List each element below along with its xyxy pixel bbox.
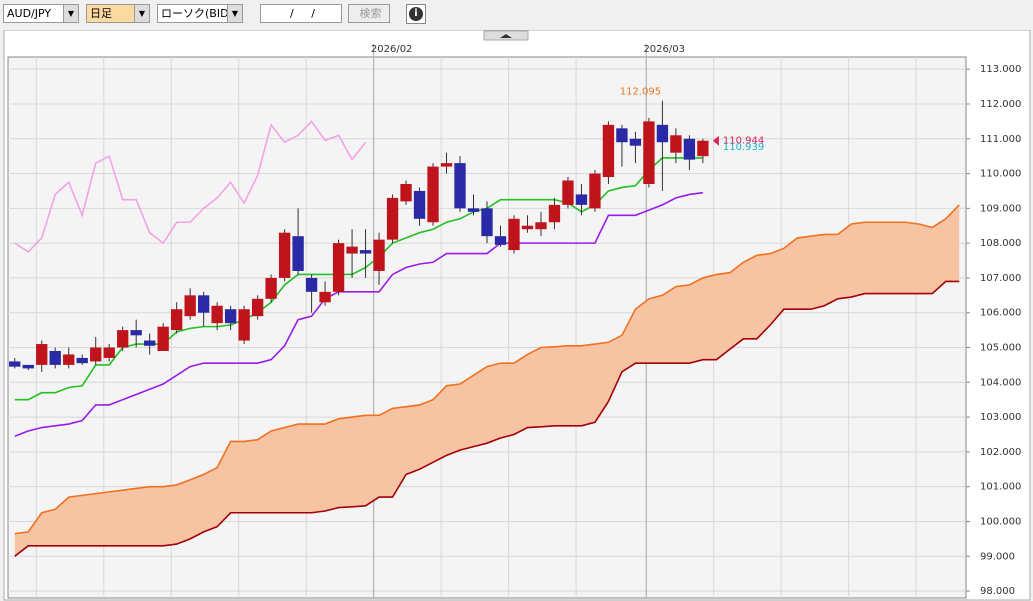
y-tick-label: 99.000 xyxy=(980,551,1015,562)
candle-body xyxy=(346,246,358,254)
x-tick-label: 2026/02 xyxy=(371,44,413,55)
candle-body xyxy=(292,236,304,271)
candle-body xyxy=(521,225,534,230)
candle-body xyxy=(562,180,574,205)
candle-body xyxy=(602,124,615,178)
senkou-span-b xyxy=(14,280,960,557)
candle-body xyxy=(238,309,250,341)
candle-body xyxy=(589,173,601,209)
collapse-arrow xyxy=(500,34,512,38)
candle-body xyxy=(224,309,237,324)
candle-body xyxy=(197,295,210,313)
y-tick-label: 109.000 xyxy=(980,203,1021,214)
candle-body xyxy=(643,121,655,184)
candle-body xyxy=(481,208,493,237)
candle-body xyxy=(251,298,264,317)
candle-body xyxy=(305,277,318,292)
candle-body xyxy=(440,163,453,167)
candle-body xyxy=(670,135,682,153)
candle-body xyxy=(535,222,547,230)
candle-body xyxy=(319,291,331,303)
candle-body xyxy=(508,218,520,251)
candle-body xyxy=(683,138,696,160)
high-label: 112.095 xyxy=(620,87,661,98)
indicator-line xyxy=(14,191,703,437)
senkou-span-a xyxy=(14,204,960,535)
info-button[interactable]: i xyxy=(406,4,426,24)
y-tick-label: 103.000 xyxy=(980,412,1021,423)
search-button[interactable]: 検索 xyxy=(348,4,390,23)
candle-body xyxy=(36,344,48,365)
indicator-line xyxy=(14,157,703,401)
candle-body xyxy=(548,204,561,223)
candle-body xyxy=(103,347,115,358)
candle-body xyxy=(359,250,372,254)
y-tick-label: 110.000 xyxy=(980,169,1021,180)
indicator-line xyxy=(14,120,367,253)
candle-body xyxy=(184,295,196,317)
candle-body xyxy=(9,361,21,367)
candle-body xyxy=(697,140,709,157)
candle-body xyxy=(386,197,399,240)
candle-body xyxy=(49,350,61,365)
candle-body xyxy=(157,326,169,351)
chart: 98.000 99.000 100.000 101.000 102.000 103.000… xyxy=(3,30,1031,601)
y-tick-label: 111.000 xyxy=(980,134,1021,145)
candle-body xyxy=(454,163,466,209)
candle-body xyxy=(22,364,34,369)
y-tick-label: 98.000 xyxy=(980,586,1015,597)
y-tick-label: 104.000 xyxy=(980,377,1021,388)
price-label: 110.944 xyxy=(723,136,764,147)
y-tick-label: 100.000 xyxy=(980,516,1021,527)
candle-body xyxy=(629,138,642,146)
cloud xyxy=(14,204,960,557)
candle-body xyxy=(265,277,277,299)
candle-body xyxy=(332,243,345,292)
candle-body xyxy=(427,166,439,223)
candle-body xyxy=(400,183,412,202)
candle-body xyxy=(130,330,142,336)
candle-body xyxy=(467,208,480,212)
price-marker xyxy=(712,135,719,146)
y-tick-label: 101.000 xyxy=(980,482,1021,493)
candle-body xyxy=(144,340,156,346)
candle-body xyxy=(90,347,102,362)
candle-body xyxy=(494,236,507,245)
y-tick-label: 108.000 xyxy=(980,238,1021,249)
candle-body xyxy=(170,309,183,331)
info-icon: i xyxy=(409,7,423,21)
candle-body xyxy=(117,330,129,348)
candle-body xyxy=(373,239,385,271)
candle-body xyxy=(63,354,75,365)
candle-body xyxy=(413,190,426,219)
y-tick-label: 113.000 xyxy=(980,64,1021,75)
date-input[interactable]: / / xyxy=(260,4,342,23)
period-select[interactable]: 日足 xyxy=(86,4,150,23)
price-label: 110.939 xyxy=(723,142,764,153)
symbol-select[interactable]: AUD/JPY xyxy=(3,4,79,23)
candle-body xyxy=(616,128,628,143)
y-tick-label: 107.000 xyxy=(980,273,1021,284)
candle-body xyxy=(76,357,88,364)
candle-body xyxy=(211,305,223,324)
y-tick-label: 106.000 xyxy=(980,308,1021,319)
style-select[interactable]: ローソク(BID) xyxy=(157,4,243,23)
y-tick-label: 112.000 xyxy=(980,99,1021,110)
candle-body xyxy=(656,124,669,143)
y-tick-label: 105.000 xyxy=(980,343,1021,354)
x-tick-label: 2026/03 xyxy=(643,44,685,55)
candle-body xyxy=(575,194,588,205)
y-tick-label: 102.000 xyxy=(980,447,1021,458)
candle-body xyxy=(278,232,291,278)
